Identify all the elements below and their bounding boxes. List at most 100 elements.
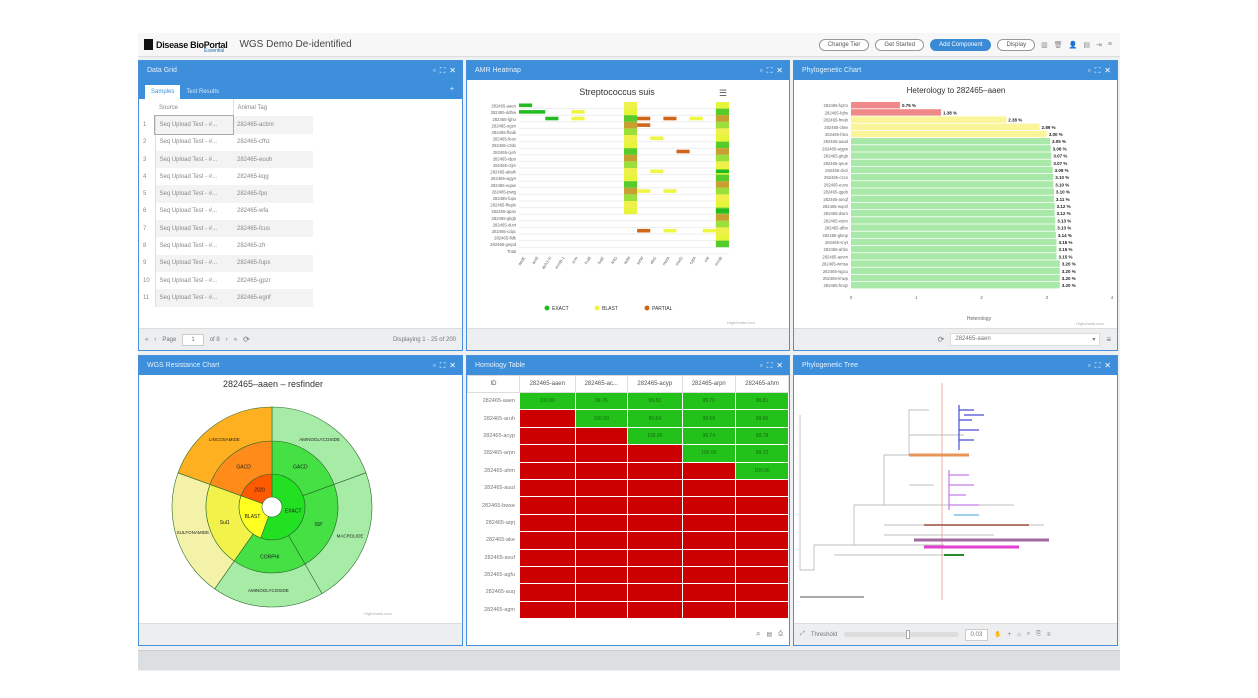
bar[interactable] <box>851 217 1056 224</box>
heatmap-cell[interactable] <box>715 108 729 116</box>
bar[interactable] <box>851 166 1053 174</box>
column-header-animal-tag[interactable]: Animal Tag <box>237 104 268 111</box>
legend-label[interactable]: BLAST <box>602 306 618 312</box>
heatmap-cell[interactable] <box>715 214 729 221</box>
table-row[interactable]: 4 Seq Upload Test - #... 282465-kqg <box>139 168 313 186</box>
heatmap-cell[interactable] <box>715 174 729 182</box>
heatmap-cell[interactable] <box>715 169 729 174</box>
bar[interactable] <box>851 195 1054 202</box>
bar[interactable] <box>851 224 1056 231</box>
table-row[interactable]: 3 Seq Upload Test - #... 282465-euuh <box>139 150 313 169</box>
animal-tag-cell[interactable]: 282465-egnf <box>233 289 313 307</box>
homology-cell[interactable] <box>574 461 628 480</box>
heatmap-cell[interactable] <box>663 189 677 193</box>
close-icon[interactable]: ✕ <box>1104 65 1111 75</box>
sunburst-segment[interactable] <box>177 406 273 485</box>
column-header[interactable]: 282465-arpn <box>681 375 736 393</box>
table-row[interactable]: 10 Seq Upload Test - #... 282465-gpzr <box>139 271 313 290</box>
delete-icon[interactable]: 🗑 <box>1053 41 1063 49</box>
source-cell[interactable]: Seq Upload Test - #... <box>155 254 233 272</box>
sample-select[interactable]: 282465-aaen ▾ <box>950 333 1101 346</box>
heatmap-cell[interactable] <box>519 103 533 108</box>
minimize-icon[interactable]: ▫ <box>1087 65 1091 75</box>
close-icon[interactable]: ✕ <box>449 65 456 75</box>
homology-cell[interactable]: 99.82 <box>626 391 683 411</box>
homology-cell[interactable] <box>734 565 789 585</box>
close-icon[interactable]: ✕ <box>776 65 783 75</box>
next-page-icon[interactable]: › <box>225 336 228 343</box>
homology-cell[interactable] <box>681 583 736 602</box>
heatmap-cell[interactable] <box>650 136 664 141</box>
close-icon[interactable]: ✕ <box>449 360 456 370</box>
threshold-input[interactable]: 0.03 <box>964 628 989 641</box>
homology-cell[interactable] <box>681 565 736 585</box>
first-page-icon[interactable]: « <box>145 336 149 343</box>
column-header[interactable]: 282465-ac... <box>574 375 628 393</box>
legend-marker[interactable] <box>544 305 550 311</box>
heatmap-cell[interactable] <box>637 123 651 127</box>
heatmap-cell[interactable] <box>624 108 638 116</box>
column-header[interactable]: 282465-ahm <box>734 375 789 393</box>
heatmap-cell[interactable] <box>624 148 638 155</box>
homology-cell[interactable]: 100.00 <box>681 444 736 463</box>
homology-cell[interactable] <box>519 478 576 498</box>
homology-cell[interactable] <box>574 531 628 550</box>
table-row[interactable]: 6 Seq Upload Test - #... 282465-wfa <box>139 202 313 221</box>
bar[interactable] <box>851 174 1054 181</box>
heatmap-cell[interactable] <box>715 234 729 241</box>
zoom-reset-icon[interactable]: ⤢ <box>800 631 805 637</box>
bar[interactable] <box>851 102 900 109</box>
homology-cell[interactable] <box>519 583 576 602</box>
refresh-icon[interactable]: ⟳ <box>243 335 250 344</box>
bar[interactable] <box>851 130 1047 138</box>
last-page-icon[interactable]: » <box>233 336 238 343</box>
layout-icon[interactable]: ▥ <box>1041 41 1048 49</box>
table-row[interactable]: 1 Seq Upload Test - #... 282465-acbm <box>139 115 313 135</box>
homology-cell[interactable] <box>519 496 576 515</box>
source-cell[interactable]: Seq Upload Test - #... <box>155 220 233 238</box>
maximize-icon[interactable]: ⛶ <box>766 65 773 75</box>
heatmap-cell[interactable] <box>715 194 729 201</box>
animal-tag-cell[interactable]: 282465-fcus <box>233 220 313 238</box>
homology-cell[interactable]: 99.66 <box>734 409 789 428</box>
animal-tag-cell[interactable]: 282465-wfa <box>237 208 269 215</box>
heatmap-cell[interactable] <box>715 128 729 135</box>
export-icon[interactable]: ⎘ <box>1036 631 1041 637</box>
homology-cell[interactable] <box>519 409 576 428</box>
export-icon[interactable]: ▤ <box>766 631 773 638</box>
get-started-button[interactable]: Get Started <box>875 38 925 51</box>
heatmap-cell[interactable] <box>702 228 716 233</box>
homology-cell[interactable]: 100.00 <box>626 426 683 446</box>
homology-cell[interactable] <box>519 548 576 567</box>
homology-cell[interactable] <box>626 583 683 602</box>
bar[interactable] <box>851 145 1051 152</box>
heatmap-cell[interactable] <box>715 154 729 162</box>
homology-cell[interactable] <box>519 461 576 480</box>
homology-cell[interactable]: 99.74 <box>681 426 736 446</box>
heatmap-cell[interactable] <box>715 181 729 188</box>
chart-menu-icon[interactable]: ☰ <box>719 88 727 98</box>
table-row[interactable]: 7 Seq Upload Test - #... 282465-fcus <box>139 220 313 238</box>
heatmap-cell[interactable] <box>532 110 546 114</box>
heatmap-cell[interactable] <box>637 189 651 193</box>
homology-cell[interactable]: 100.00 <box>574 409 628 428</box>
tab-test-results[interactable]: Test Results <box>186 89 220 95</box>
heatmap-cell[interactable] <box>715 148 729 155</box>
heatmap-cell[interactable] <box>624 135 638 142</box>
zoom-in-icon[interactable]: + <box>1007 631 1012 638</box>
homology-cell[interactable] <box>681 548 736 567</box>
menu-icon[interactable]: ≡ <box>1107 41 1112 48</box>
minimize-icon[interactable]: ▫ <box>432 360 436 370</box>
bar[interactable] <box>851 238 1057 246</box>
homology-cell[interactable]: 99.64 <box>626 409 683 428</box>
heatmap-cell[interactable] <box>519 110 533 114</box>
heatmap-cell[interactable] <box>637 228 651 233</box>
bar[interactable] <box>851 138 1051 145</box>
threshold-slider[interactable] <box>843 630 959 639</box>
heatmap-cell[interactable] <box>676 149 690 154</box>
refresh-icon[interactable]: ⟳ <box>937 335 945 344</box>
heatmap-cell[interactable] <box>624 194 638 201</box>
heatmap-cell[interactable] <box>624 181 638 188</box>
homology-cell[interactable] <box>681 496 736 515</box>
legend-label[interactable]: EXACT <box>552 306 569 312</box>
